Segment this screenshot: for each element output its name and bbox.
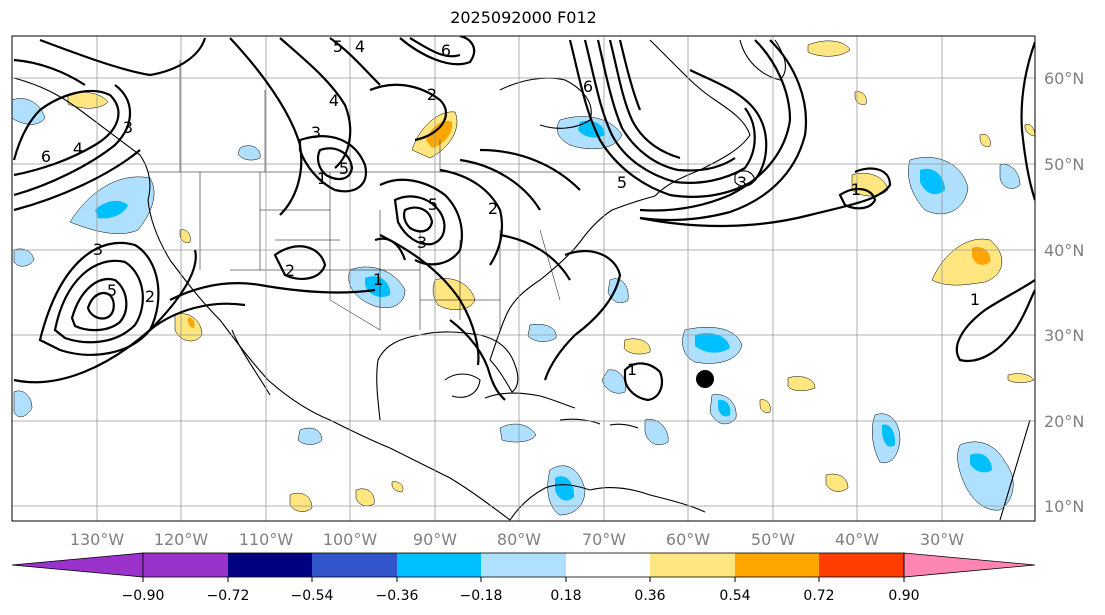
contour-label: 6 (41, 147, 51, 166)
contour-label: 1 (627, 360, 637, 379)
colorbar-segment (228, 553, 312, 577)
colorbar-segment (481, 553, 566, 577)
latitude-label: 10°N (1044, 497, 1084, 516)
longitude-label: 80°W (497, 530, 541, 549)
contour-label: 2 (145, 287, 155, 306)
colorbar-segment (650, 553, 735, 577)
longitude-labels: 130°W 120°W 110°W 100°W 90°W 80°W 70°W 6… (70, 530, 964, 549)
longitude-label: 120°W (154, 530, 209, 549)
latitude-label: 30°N (1044, 326, 1084, 345)
contour-label: 4 (73, 139, 83, 158)
colorbar-segment (819, 553, 904, 577)
lat-lon-grid (12, 36, 1035, 521)
contour-label: 3 (737, 173, 747, 192)
latitude-label: 40°N (1044, 241, 1084, 260)
contour-label: 3 (93, 240, 103, 259)
colorbar-tick-label: 0.36 (634, 588, 665, 604)
colorbar-segment (566, 553, 650, 577)
latitude-labels: 60°N 50°N 40°N 30°N 20°N 10°N (1044, 69, 1084, 516)
colorbar-tick-label: 0.72 (803, 588, 834, 604)
colorbar: −0.90 −0.72 −0.54 −0.36 −0.18 0.18 0.36 … (11, 552, 1036, 604)
longitude-label: 60°W (666, 530, 710, 549)
colorbar-ticks (142, 577, 905, 582)
map-title: 2025092000 F012 (450, 8, 597, 27)
positive-shading-strong (188, 120, 991, 328)
longitude-label: 40°W (835, 530, 879, 549)
colorbar-tick-label: 0.90 (888, 588, 919, 604)
contour-label: 4 (329, 91, 339, 110)
latitude-label: 50°N (1044, 155, 1084, 174)
contour-label: 5 (617, 173, 627, 192)
contour-label: 3 (123, 118, 133, 137)
colorbar-segment (735, 553, 819, 577)
latitude-label: 60°N (1044, 69, 1084, 88)
contour-label: 2 (488, 199, 498, 218)
colorbar-tick-label: −0.54 (291, 588, 334, 604)
colorbar-extend-max (903, 552, 1036, 578)
state-boundaries (148, 60, 640, 331)
map-border (11, 35, 1036, 522)
longitude-label: 110°W (239, 530, 294, 549)
colorbar-segment (397, 553, 481, 577)
longitude-label: 90°W (413, 530, 457, 549)
contour-label: 4 (355, 37, 365, 56)
contour-label-group: 5 4 6 2 3 4 5 1 6 5 3 6 2 3 5 2 4 3 1 1 … (41, 37, 980, 379)
contour-label: 1 (373, 270, 383, 289)
longitude-label: 50°W (751, 530, 795, 549)
colorbar-tick-label: −0.72 (207, 588, 250, 604)
contour-label: 2 (285, 261, 295, 280)
latitude-label: 20°N (1044, 412, 1084, 431)
colorbar-border (142, 552, 905, 578)
contour-label: 1 (970, 290, 980, 309)
contour-label: 3 (417, 233, 427, 252)
negative-shading-deep (95, 120, 992, 501)
longitude-label: 100°W (323, 530, 378, 549)
colorbar-tick-label: −0.36 (376, 588, 419, 604)
contour-label: 6 (583, 77, 593, 96)
colorbar-tick-label: −0.18 (460, 588, 503, 604)
colorbar-tick-label: −0.90 (122, 588, 165, 604)
longitude-label: 30°W (920, 530, 964, 549)
colorbar-extend-min (11, 552, 144, 578)
contour-label: 2 (427, 85, 437, 104)
contour-label: 1 (851, 180, 861, 199)
contour-label: 5 (339, 159, 349, 178)
contour-lines (12, 36, 1035, 402)
contour-label: 1 (317, 169, 327, 188)
contour-label: 3 (311, 123, 321, 142)
colorbar-tick-label: 0.18 (550, 588, 581, 604)
contour-label: 5 (333, 37, 343, 56)
colorbar-segment (312, 553, 397, 577)
longitude-label: 70°W (582, 530, 626, 549)
storm-center-marker (696, 370, 714, 388)
colorbar-segment (143, 553, 228, 577)
contour-label: 5 (428, 195, 438, 214)
contour-label: 6 (441, 41, 451, 60)
longitude-label: 130°W (70, 530, 125, 549)
contour-label: 5 (107, 281, 117, 300)
colorbar-tick-label: 0.54 (719, 588, 750, 604)
